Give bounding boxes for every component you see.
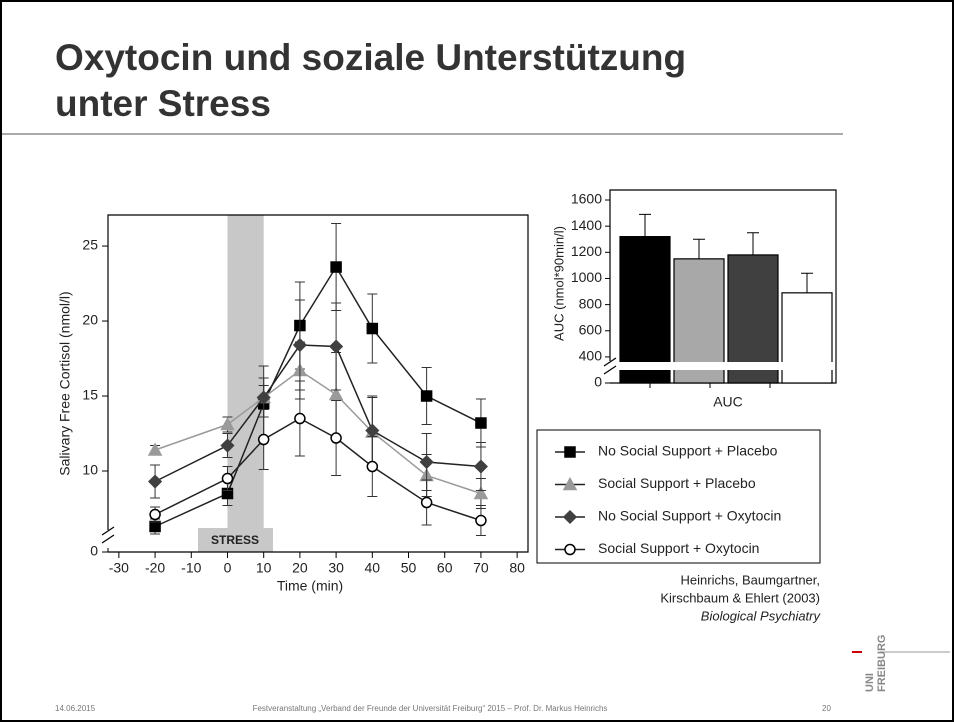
logo-text: FREIBURG (876, 635, 888, 692)
x-tick-label: -30 (109, 560, 129, 576)
error-bar (801, 272, 813, 293)
y-tick-label: 20 (82, 312, 98, 328)
break-gap (727, 362, 779, 370)
y-tick-label: 400 (579, 348, 603, 364)
marker (328, 386, 344, 401)
legend-marker (564, 543, 576, 556)
y-tick-label: 0 (594, 374, 602, 390)
error-bar (747, 232, 759, 255)
marker (419, 454, 434, 470)
series-line (154, 417, 482, 522)
x-tick-label: 0 (224, 560, 232, 576)
title-line: Oxytocin und soziale Unterstützung (55, 37, 686, 78)
citation: Kirschbaum & Ehlert (2003) (660, 590, 820, 605)
error-bar (639, 213, 651, 237)
y-axis-label: AUC (nmol*90min/l) (551, 226, 566, 341)
series-line (154, 344, 481, 483)
legend-marker (564, 446, 576, 458)
footer-date: 14.06.2015 (55, 704, 96, 713)
x-tick-label: 50 (401, 560, 417, 576)
legend-label: Social Support + Placebo (598, 475, 756, 491)
marker (292, 337, 307, 353)
x-tick-label: 30 (328, 560, 344, 576)
y-tick-label: 15 (82, 387, 98, 403)
marker (420, 390, 433, 402)
y-tick-label: 0 (90, 543, 98, 559)
legend-label: No Social Support + Oxytocin (598, 508, 781, 524)
error-bar (693, 238, 705, 259)
y-tick-label: 10 (82, 462, 98, 478)
y-tick-label: 1000 (571, 269, 602, 285)
plot-frame (107, 214, 529, 553)
bar (727, 254, 779, 384)
marker (147, 442, 163, 456)
x-axis-label: Time (min) (277, 578, 343, 594)
bar (619, 236, 671, 384)
series-line (154, 369, 482, 495)
axis-break (603, 365, 617, 375)
footer-event: Festveranstaltung „Verband der Freunde d… (253, 704, 608, 713)
marker (475, 514, 487, 527)
y-tick-label: 25 (82, 237, 98, 253)
break-gap (781, 362, 833, 370)
axis-break (603, 357, 617, 367)
marker (366, 460, 379, 473)
marker (475, 417, 487, 429)
stress-label: STRESS (211, 533, 259, 547)
marker (256, 390, 271, 405)
marker (257, 433, 270, 446)
x-tick-label: 60 (437, 560, 453, 576)
y-axis-label: Salivary Free Cortisol (nmol/l) (57, 291, 73, 475)
series-line (154, 265, 482, 528)
marker (148, 474, 163, 489)
marker (330, 432, 342, 444)
x-tick-label: 40 (365, 560, 381, 576)
marker (473, 459, 488, 474)
legend-marker (562, 476, 578, 491)
y-tick-label: 1200 (571, 243, 602, 259)
marker (221, 472, 234, 485)
break-gap (619, 362, 671, 370)
stress-band (227, 215, 264, 552)
x-tick-label: 80 (509, 560, 525, 576)
x-tick-label: 70 (473, 560, 489, 576)
legend-label: Social Support + Oxytocin (598, 540, 759, 556)
citation: Biological Psychiatry (701, 608, 822, 623)
x-tick-label: 10 (256, 560, 272, 576)
title-line: unter Stress (55, 83, 271, 124)
y-tick-label: 600 (579, 321, 603, 337)
marker (220, 416, 235, 431)
x-tick-label: AUC (713, 394, 743, 410)
y-tick-label: 800 (579, 295, 603, 311)
marker (220, 438, 235, 453)
break-gap (673, 362, 725, 370)
marker (149, 508, 161, 521)
marker (329, 339, 344, 354)
legend-marker (562, 509, 578, 525)
marker (330, 261, 342, 273)
axis-break (101, 526, 115, 536)
marker (149, 520, 161, 533)
marker (294, 412, 306, 425)
marker (366, 322, 379, 335)
stress-box (198, 528, 273, 552)
citation: Heinrichs, Baumgartner, (681, 572, 820, 587)
x-tick-label: -10 (181, 560, 201, 576)
axis-break (101, 534, 115, 544)
legend-box (536, 429, 821, 564)
y-tick-label: 1600 (571, 191, 602, 207)
marker (473, 485, 489, 500)
legend-label: No Social Support + Placebo (598, 443, 778, 459)
x-tick-label: -20 (145, 560, 165, 576)
x-tick-label: 20 (292, 560, 308, 576)
footer-page: 20 (822, 704, 831, 713)
marker (420, 496, 433, 509)
logo-text: UNI (864, 673, 876, 692)
y-tick-label: 1400 (571, 217, 602, 233)
